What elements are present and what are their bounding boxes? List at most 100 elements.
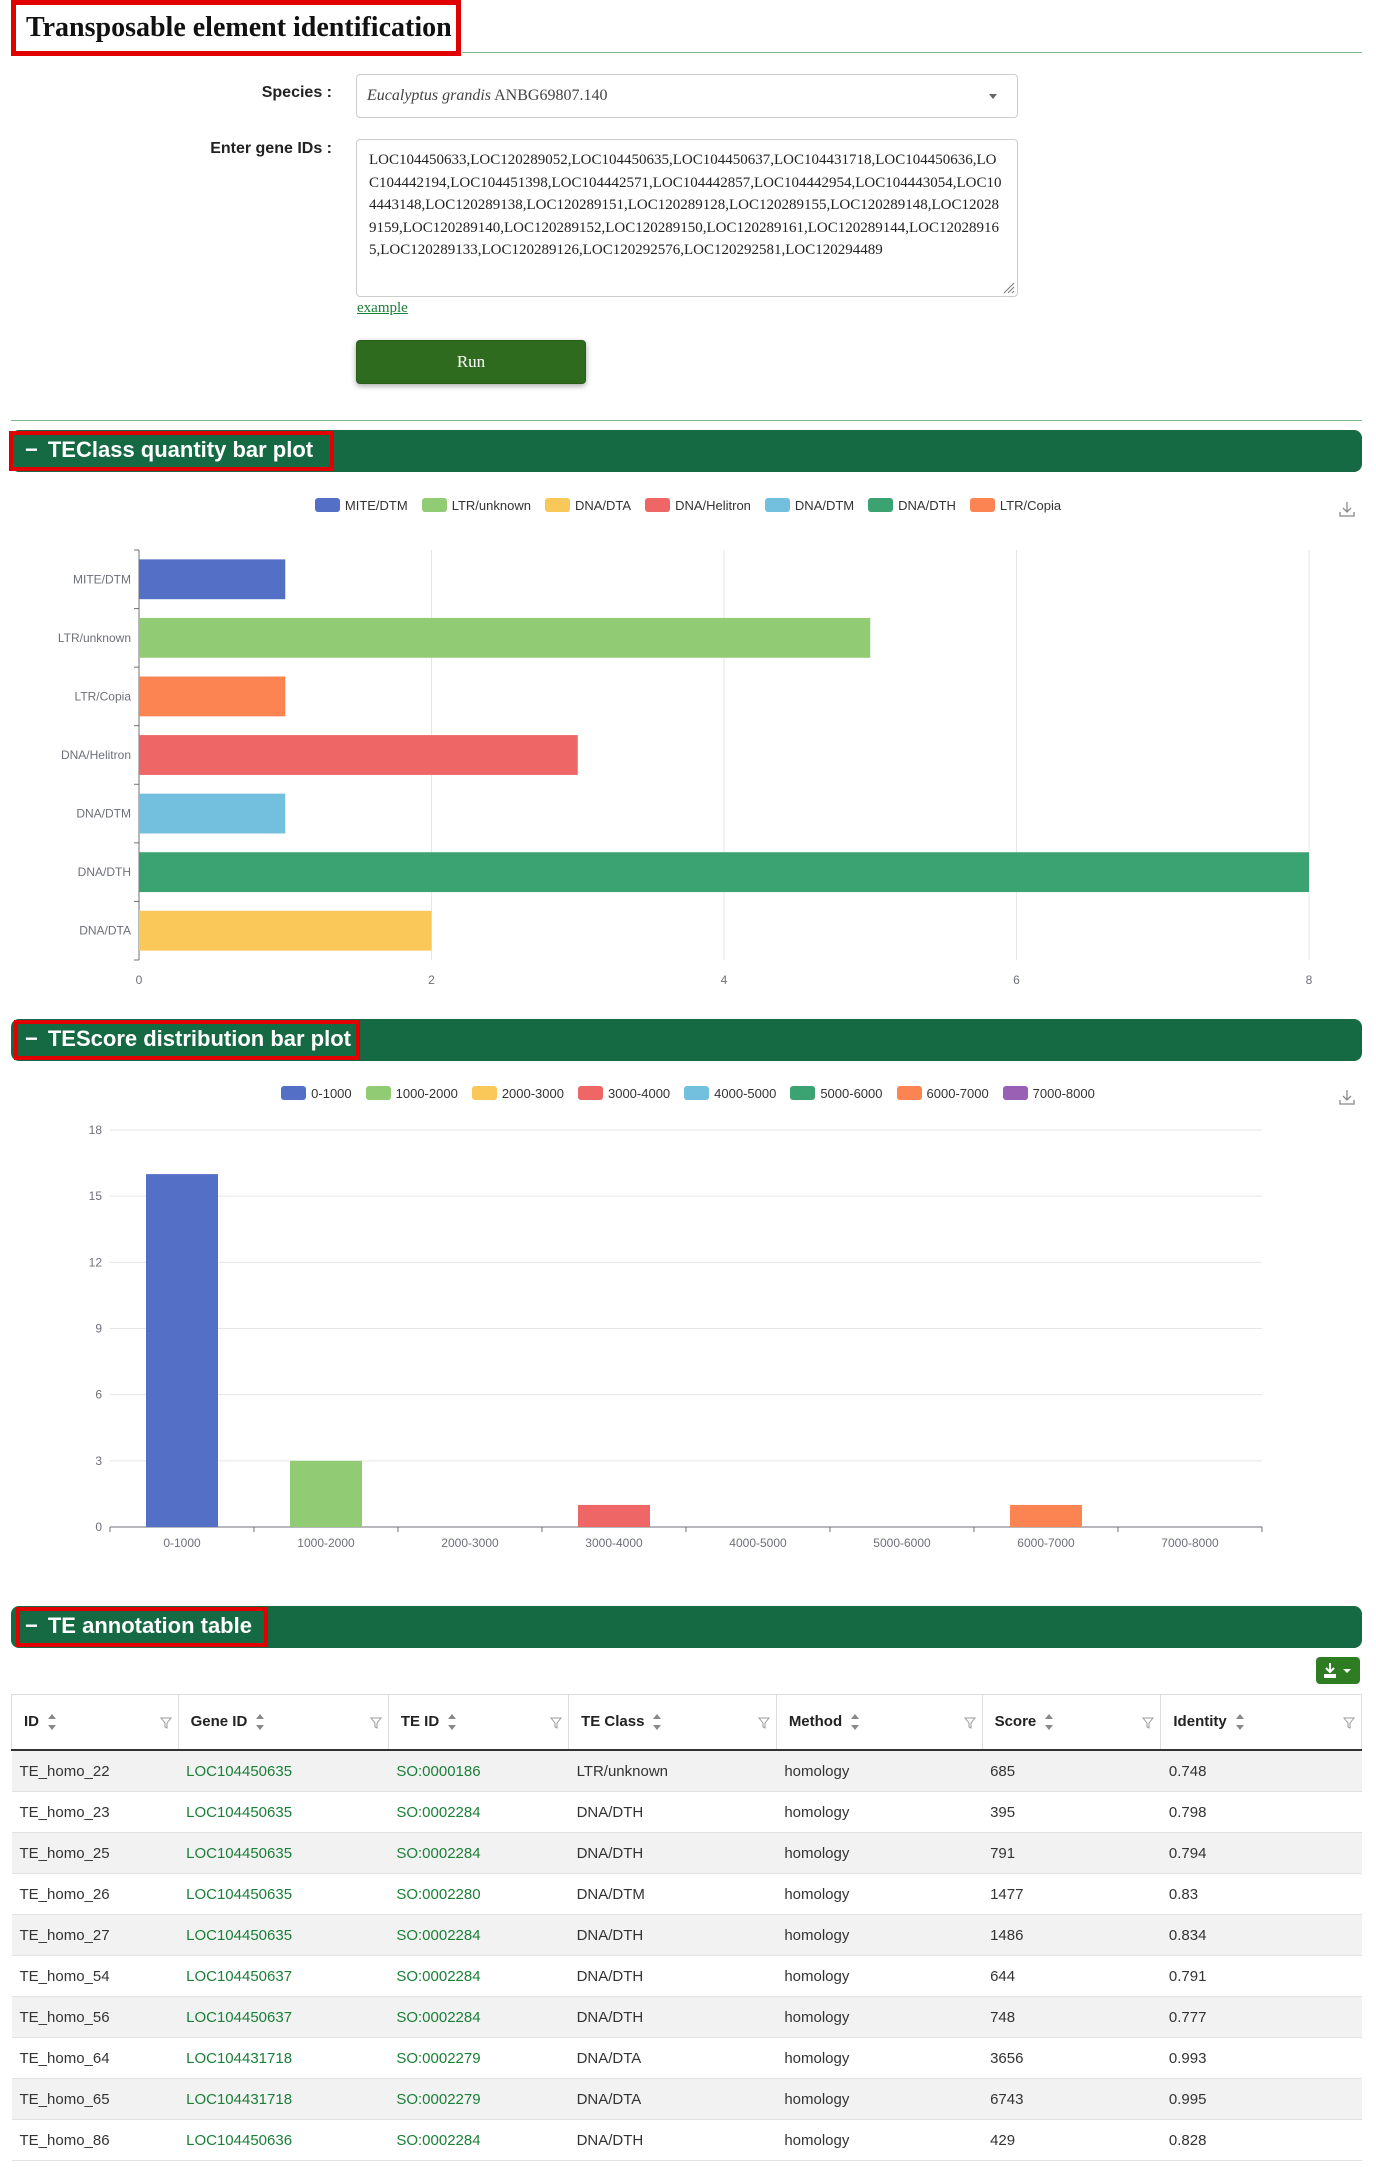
gene-id-link[interactable]: LOC104450635 <box>178 1873 389 1915</box>
bar-0-1000[interactable] <box>146 1174 218 1527</box>
teclass-legend-item-dna-dtm[interactable]: DNA/DTM <box>764 498 855 513</box>
sort-icon[interactable] <box>1235 1713 1245 1731</box>
minus-icon[interactable]: − <box>25 1613 38 1638</box>
column-header-score[interactable]: Score <box>981 1694 1162 1751</box>
annotation-section-header[interactable]: − TE annotation table <box>11 1606 1362 1648</box>
teclass-section-label: TEClass quantity bar plot <box>47 437 314 462</box>
table-row[interactable]: TE_homo_25 LOC104450635 SO:0002284 DNA/DTH h… <box>11 1832 1362 1874</box>
bar-dna-helitron[interactable] <box>139 735 578 775</box>
table-row[interactable]: TE_homo_86 LOC104450636 SO:0002284 DNA/DTH h… <box>11 2119 1362 2161</box>
tescore-legend-item-0-1000[interactable]: 0-1000 <box>281 1086 352 1101</box>
gene-id-link[interactable]: LOC104431718 <box>178 2037 389 2079</box>
gene-id-link[interactable]: LOC104450636 <box>178 2119 389 2161</box>
bar-dna-dtm[interactable] <box>139 793 286 834</box>
example-link[interactable]: example <box>357 300 408 316</box>
gene-id-link[interactable]: LOC104450635 <box>178 1832 389 1874</box>
legend-label: 7000-8000 <box>1032 1086 1095 1101</box>
bar-3000-4000[interactable] <box>578 1504 650 1527</box>
gene-id-link[interactable]: LOC104431718 <box>178 2078 389 2120</box>
te-id-link[interactable]: SO:0002284 <box>388 1955 569 1997</box>
table-row[interactable]: TE_homo_27 LOC104450635 SO:0002284 DNA/DTH h… <box>11 1914 1362 1956</box>
teclass-legend-item-dna-helitron[interactable]: DNA/Helitron <box>645 498 751 513</box>
tescore-legend-item-1000-2000[interactable]: 1000-2000 <box>365 1086 458 1101</box>
teclass-legend-item-dna-dta[interactable]: DNA/DTA <box>544 498 631 513</box>
y-tick-label: DNA/DTH <box>78 865 131 879</box>
gene-id-link[interactable]: LOC104450635 <box>178 1750 389 1792</box>
species-select[interactable]: Eucalyptus grandis ANBG69807.140 <box>356 74 1018 118</box>
tescore-legend-item-5000-6000[interactable]: 5000-6000 <box>790 1086 883 1101</box>
resize-grip-icon[interactable] <box>1001 280 1015 294</box>
column-header-gene-id[interactable]: Gene ID <box>177 1694 389 1751</box>
export-dropdown-button[interactable] <box>1316 1657 1360 1684</box>
filter-icon[interactable] <box>550 1717 563 1729</box>
filter-icon[interactable] <box>757 1717 770 1729</box>
sort-icon[interactable] <box>255 1713 265 1731</box>
y-tick-label: DNA/DTM <box>76 807 131 821</box>
filter-icon[interactable] <box>1142 1717 1155 1729</box>
filter-icon[interactable] <box>1343 1717 1355 1729</box>
column-header-identity[interactable]: Identity <box>1160 1694 1362 1751</box>
column-header-id[interactable]: ID <box>11 1694 179 1751</box>
te-id-link[interactable]: SO:0002284 <box>388 1791 569 1833</box>
bar-dna-dth[interactable] <box>139 852 1309 893</box>
gene-id-link[interactable]: LOC104450637 <box>178 1955 389 1997</box>
gene-ids-textarea[interactable]: LOC104450633,LOC120289052,LOC104450635,L… <box>356 139 1018 297</box>
te-id-link[interactable]: SO:0002279 <box>388 2078 569 2120</box>
download-icon[interactable] <box>1338 500 1356 518</box>
teclass-legend-item-mite-dtm[interactable]: MITE/DTM <box>314 498 408 513</box>
bar-mite-dtm[interactable] <box>139 559 286 600</box>
table-row[interactable]: TE_homo_26 LOC104450635 SO:0002280 DNA/DTM h… <box>11 1873 1362 1915</box>
table-row[interactable]: TE_homo_23 LOC104450635 SO:0002284 DNA/DTH h… <box>11 1791 1362 1833</box>
tescore-legend-item-4000-5000[interactable]: 4000-5000 <box>684 1086 776 1101</box>
te-id-link[interactable]: SO:0002280 <box>388 1873 569 1915</box>
te-id-link[interactable]: SO:0002284 <box>388 1914 569 1956</box>
teclass-section-header[interactable]: − TEClass quantity bar plot <box>9 430 1362 472</box>
bar-ltr-unknown[interactable] <box>139 617 871 658</box>
filter-icon[interactable] <box>963 1717 976 1729</box>
tescore-section-header[interactable]: − TEScore distribution bar plot <box>11 1019 1362 1061</box>
tescore-legend-item-7000-8000[interactable]: 7000-8000 <box>1002 1086 1095 1101</box>
teclass-legend-item-ltr-copia[interactable]: LTR/Copia <box>969 498 1061 513</box>
tescore-legend-item-6000-7000[interactable]: 6000-7000 <box>896 1086 989 1101</box>
te-id-link[interactable]: SO:0000186 <box>388 1750 569 1792</box>
gene-id-link[interactable]: LOC104450635 <box>178 1914 389 1956</box>
cell-score: 685 <box>982 1750 1161 1792</box>
bar-6000-7000[interactable] <box>1010 1504 1082 1527</box>
gene-id-link[interactable]: LOC104450635 <box>178 1791 389 1833</box>
column-header-te-id[interactable]: TE ID <box>387 1694 570 1751</box>
bar-1000-2000[interactable] <box>290 1460 362 1527</box>
gene-id-link[interactable]: LOC104450637 <box>178 1996 389 2038</box>
te-id-link[interactable]: SO:0002284 <box>388 1996 569 2038</box>
te-id-link[interactable]: SO:0002279 <box>388 2037 569 2079</box>
teclass-legend-item-ltr-unknown[interactable]: LTR/unknown <box>421 498 531 513</box>
sort-icon[interactable] <box>47 1713 57 1731</box>
te-id-link[interactable]: SO:0002284 <box>388 1832 569 1874</box>
sort-icon[interactable] <box>447 1713 457 1731</box>
table-row[interactable]: TE_homo_64 LOC104431718 SO:0002279 DNA/DTA h… <box>11 2037 1362 2079</box>
download-icon[interactable] <box>1338 1088 1356 1106</box>
tescore-legend-item-3000-4000[interactable]: 3000-4000 <box>577 1086 670 1101</box>
minus-icon[interactable]: − <box>25 1026 38 1051</box>
teclass-legend-item-dna-dth[interactable]: DNA/DTH <box>868 498 956 513</box>
legend-label: DNA/DTM <box>794 498 855 513</box>
run-button[interactable]: Run <box>356 340 586 384</box>
bar-dna-dta[interactable] <box>139 910 432 951</box>
bar-ltr-copia[interactable] <box>139 676 286 717</box>
tescore-legend-item-2000-3000[interactable]: 2000-3000 <box>471 1086 564 1101</box>
filter-icon[interactable] <box>159 1717 172 1729</box>
te-id-link[interactable]: SO:0002284 <box>388 2119 569 2161</box>
table-row[interactable]: TE_homo_65 LOC104431718 SO:0002279 DNA/DTA h… <box>11 2078 1362 2120</box>
sort-icon[interactable] <box>1044 1713 1054 1731</box>
filter-icon[interactable] <box>369 1717 382 1729</box>
cell-score: 395 <box>982 1791 1161 1833</box>
table-row[interactable]: TE_homo_56 LOC104450637 SO:0002284 DNA/DTH h… <box>11 1996 1362 2038</box>
form-divider <box>11 420 1362 421</box>
sort-icon[interactable] <box>652 1713 662 1731</box>
table-row[interactable]: TE_homo_54 LOC104450637 SO:0002284 DNA/DTH h… <box>11 1955 1362 1997</box>
column-header-method[interactable]: Method <box>775 1694 983 1751</box>
table-header-row: ID Gene ID TE ID TE Class Method Score Identit… <box>11 1694 1362 1751</box>
minus-icon[interactable]: − <box>25 437 38 462</box>
column-header-te-class[interactable]: TE Class <box>568 1694 777 1751</box>
table-row[interactable]: TE_homo_22 LOC104450635 SO:0000186 LTR/unkn… <box>11 1750 1362 1792</box>
sort-icon[interactable] <box>850 1713 860 1731</box>
